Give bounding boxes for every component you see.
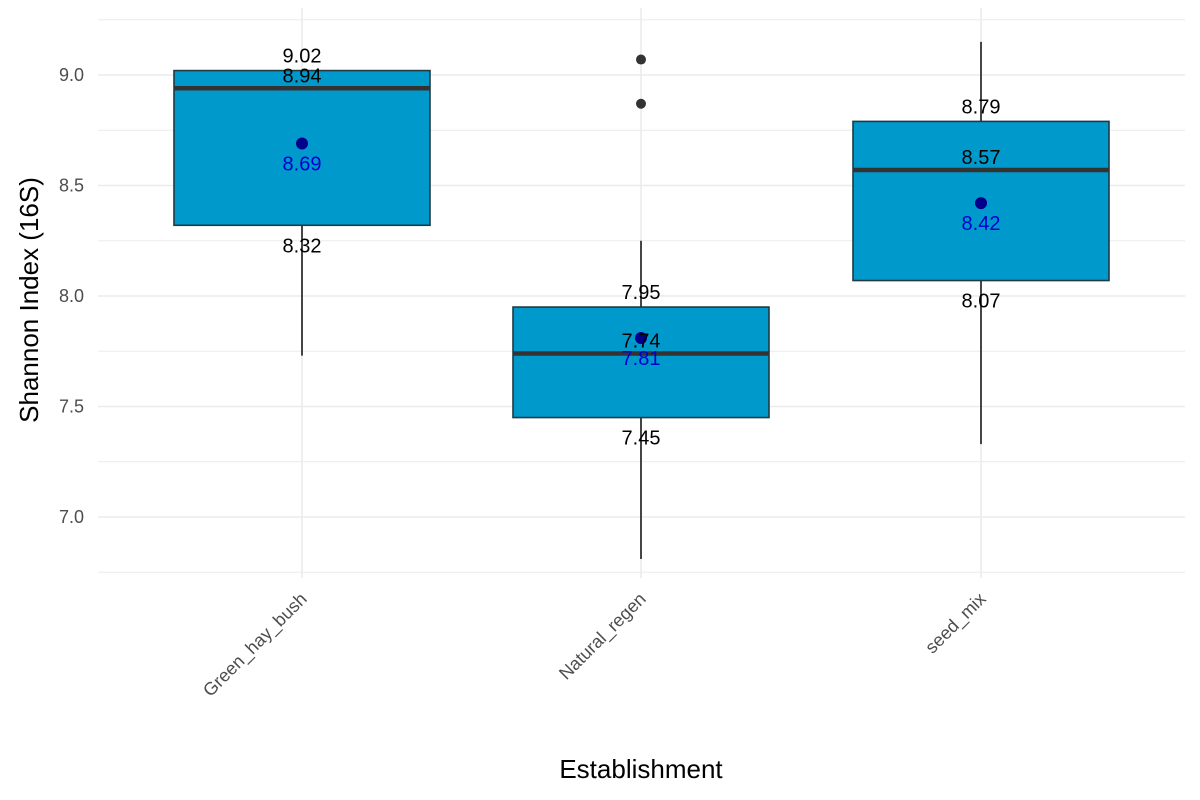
y-axis-title: Shannon Index (16S) bbox=[14, 177, 44, 423]
y-tick-label: 7.5 bbox=[59, 397, 84, 417]
x-tick-label: Green_hay_bush bbox=[199, 589, 312, 702]
mean-label: 7.81 bbox=[622, 348, 661, 370]
q3-label: 8.79 bbox=[962, 96, 1001, 118]
mean-label: 8.42 bbox=[962, 213, 1001, 235]
mean-point bbox=[296, 137, 308, 150]
q3-label: 7.95 bbox=[622, 282, 661, 304]
x-tick-label: seed_mix bbox=[921, 589, 990, 658]
box-group bbox=[173, 69, 431, 356]
x-axis: Green_hay_bush Natural_regen seed_mix bbox=[199, 589, 991, 702]
y-tick-label: 9.0 bbox=[59, 65, 84, 85]
x-axis-title: Establishment bbox=[559, 754, 723, 784]
q1-label: 7.45 bbox=[622, 428, 661, 450]
box-group bbox=[512, 54, 770, 559]
mean-label: 8.69 bbox=[283, 154, 322, 176]
q1-label: 8.07 bbox=[962, 291, 1001, 313]
x-tick-label: Natural_regen bbox=[555, 589, 651, 685]
median-label: 7.74 bbox=[622, 330, 661, 352]
median-label: 8.57 bbox=[962, 147, 1001, 169]
box-group bbox=[852, 41, 1110, 445]
value-labels-layer: 9.028.94 8.32 8.69 7.95 7.74 7.45 7.81 8.79 8.57… bbox=[283, 46, 1001, 450]
mean-point bbox=[635, 331, 647, 344]
y-axis: 7.0 7.5 8.0 8.5 9.0 bbox=[59, 65, 84, 527]
outlier-point bbox=[636, 54, 646, 65]
y-tick-label: 7.0 bbox=[59, 507, 84, 527]
median-label: 8.94 bbox=[283, 65, 322, 87]
q3-label: 9.02 bbox=[283, 46, 322, 68]
y-tick-label: 8.5 bbox=[59, 176, 84, 196]
box-iqr bbox=[512, 306, 770, 419]
mean-point bbox=[975, 197, 987, 210]
outlier-point bbox=[636, 98, 646, 109]
q1-label: 8.32 bbox=[283, 235, 322, 257]
y-tick-label: 8.0 bbox=[59, 286, 84, 306]
boxes-layer bbox=[173, 41, 1110, 559]
